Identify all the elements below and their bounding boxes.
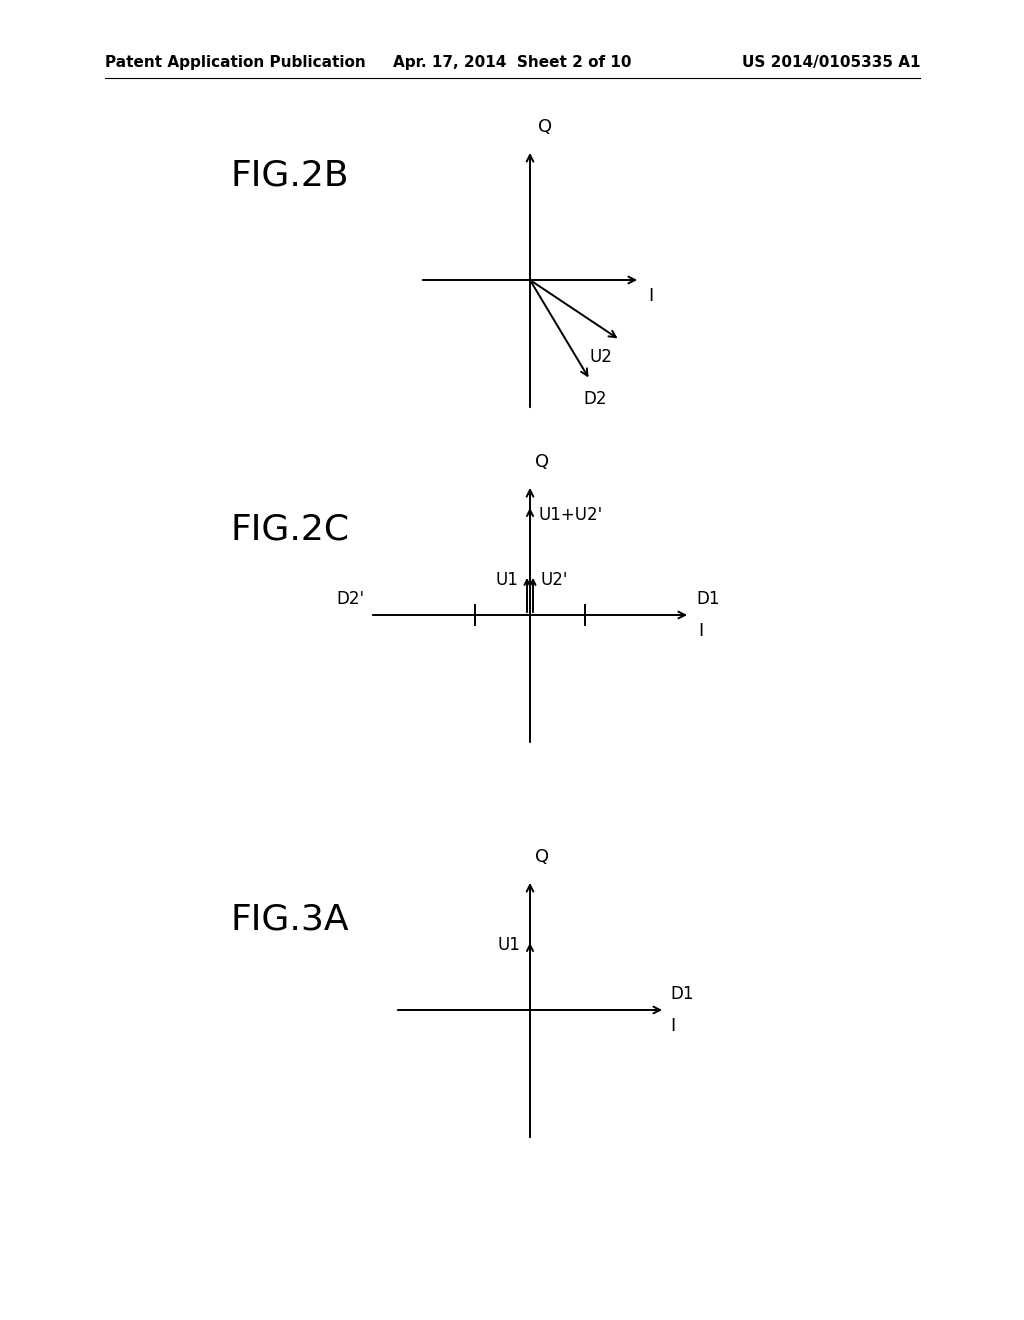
Text: U2': U2'	[540, 572, 567, 589]
Text: FIG.2C: FIG.2C	[230, 513, 349, 546]
Text: Patent Application Publication: Patent Application Publication	[105, 54, 366, 70]
Text: U2: U2	[589, 348, 612, 366]
Text: Q: Q	[535, 453, 549, 471]
Text: U1: U1	[496, 572, 518, 589]
Text: U1: U1	[497, 936, 520, 954]
Text: US 2014/0105335 A1: US 2014/0105335 A1	[741, 54, 920, 70]
Text: I: I	[698, 622, 703, 640]
Text: Apr. 17, 2014  Sheet 2 of 10: Apr. 17, 2014 Sheet 2 of 10	[393, 54, 631, 70]
Text: I: I	[670, 1016, 675, 1035]
Text: D2: D2	[584, 389, 607, 408]
Text: D1: D1	[670, 985, 693, 1003]
Text: Q: Q	[535, 847, 549, 866]
Text: FIG.3A: FIG.3A	[230, 903, 348, 937]
Text: D1: D1	[696, 590, 720, 609]
Text: Q: Q	[538, 117, 552, 136]
Text: U1+U2': U1+U2'	[538, 506, 602, 524]
Text: I: I	[648, 286, 653, 305]
Text: FIG.2B: FIG.2B	[230, 158, 348, 191]
Text: D2': D2'	[336, 590, 364, 609]
